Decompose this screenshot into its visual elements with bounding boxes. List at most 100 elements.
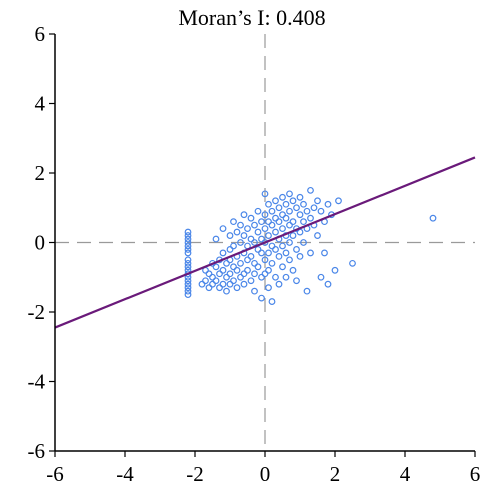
data-point (321, 249, 328, 257)
data-point (282, 214, 290, 222)
data-point (265, 249, 272, 257)
data-point (212, 235, 220, 243)
data-point (310, 204, 318, 212)
data-point (244, 225, 251, 233)
x-axis-ticks: -6 -4 -2 0 2 4 6 (46, 451, 480, 486)
data-point (254, 246, 262, 253)
data-point (237, 239, 244, 246)
data-points (184, 186, 437, 305)
data-point (429, 214, 437, 222)
data-point (184, 284, 192, 292)
data-point (247, 214, 255, 222)
y-tick-label: 0 (35, 231, 46, 255)
data-point (324, 280, 332, 288)
chart-title: Moran’s I: 0.408 (178, 5, 325, 30)
data-point (184, 239, 192, 246)
data-point (286, 221, 293, 229)
data-point (240, 211, 248, 219)
data-point (282, 200, 290, 208)
data-point (258, 273, 265, 281)
data-point (223, 259, 230, 267)
y-tick-label: 6 (35, 22, 46, 46)
y-tick-label: -6 (28, 439, 46, 463)
data-point (349, 259, 356, 267)
data-point (289, 218, 297, 226)
data-point (251, 221, 258, 229)
data-point (223, 287, 230, 295)
data-point (184, 228, 192, 236)
data-point (286, 190, 293, 198)
data-point (184, 277, 192, 285)
regression-line (54, 156, 476, 329)
data-point (314, 197, 321, 205)
x-tick-label: 0 (260, 462, 271, 486)
data-point (300, 239, 307, 246)
data-point (258, 294, 265, 302)
data-point (296, 193, 304, 201)
data-point (272, 273, 279, 281)
y-tick-label: -4 (28, 370, 46, 394)
data-point (261, 256, 269, 264)
data-point (296, 252, 304, 260)
data-point (254, 207, 262, 215)
x-tick-label: 6 (470, 462, 481, 486)
data-point (251, 270, 258, 278)
data-point (314, 232, 321, 239)
data-point (247, 252, 255, 260)
data-point (286, 256, 293, 264)
data-point (268, 259, 276, 267)
data-point (317, 207, 325, 215)
data-point (300, 200, 307, 208)
data-point (296, 211, 304, 219)
data-point (184, 263, 192, 271)
data-point (261, 190, 269, 198)
data-point (293, 246, 300, 253)
data-point (293, 204, 300, 212)
data-point (212, 277, 220, 285)
data-point (212, 263, 220, 271)
y-axis-ticks: 6 4 2 0 -2 -4 -6 (28, 22, 55, 463)
data-point (303, 207, 311, 215)
data-point (226, 270, 234, 278)
data-point (331, 266, 339, 274)
data-point (247, 235, 255, 243)
data-point (233, 284, 241, 292)
data-point (216, 270, 223, 278)
data-point (279, 211, 286, 219)
data-point (272, 228, 279, 236)
y-tick-label: 4 (35, 92, 46, 116)
data-point (335, 197, 342, 205)
data-point (261, 225, 269, 233)
data-point (268, 242, 276, 250)
data-point (268, 207, 276, 215)
y-tick-label: -2 (28, 300, 46, 324)
data-point (240, 280, 248, 288)
data-point (265, 200, 272, 208)
data-point (251, 259, 258, 267)
data-point (275, 252, 283, 260)
data-point (216, 284, 223, 292)
data-point (230, 242, 237, 250)
data-point (184, 287, 192, 295)
x-tick-label: -6 (46, 462, 64, 486)
data-point (289, 232, 297, 239)
data-point (272, 197, 279, 205)
data-point (275, 204, 283, 212)
data-point (205, 270, 213, 278)
data-point (184, 235, 192, 243)
data-point (219, 249, 227, 257)
data-point (240, 270, 248, 278)
data-point (289, 266, 297, 274)
data-point (254, 263, 262, 271)
data-point (233, 266, 241, 274)
data-point (275, 280, 283, 288)
data-point (279, 225, 286, 233)
data-point (265, 266, 272, 274)
data-point (233, 228, 241, 236)
data-point (198, 280, 206, 288)
data-point (254, 228, 262, 236)
data-point (293, 277, 300, 285)
data-point (184, 232, 192, 239)
data-point (279, 193, 286, 201)
data-point (279, 263, 286, 271)
